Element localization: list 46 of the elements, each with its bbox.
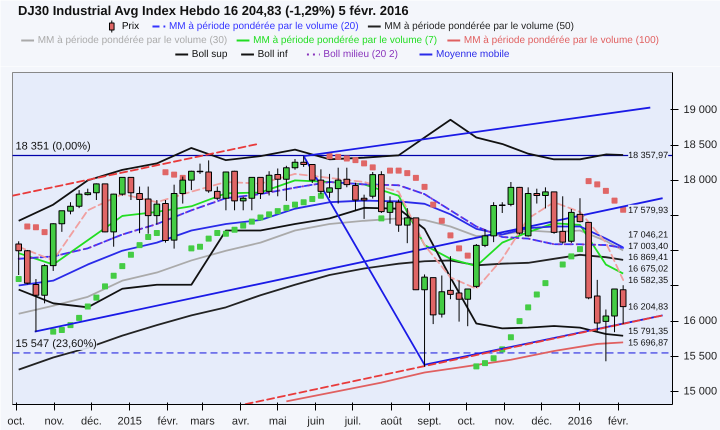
- x-tick-label: févr.: [608, 416, 629, 428]
- x-tick-label: oct.: [458, 416, 476, 428]
- data-label: 16 582,35: [628, 275, 668, 286]
- x-tick-label: déc.: [81, 416, 102, 428]
- x-tick-label: 2015: [117, 416, 142, 428]
- x-tick-label: 2016: [568, 416, 592, 428]
- legend-label: MM à période pondérée par le volume (20): [168, 21, 359, 32]
- data-label: 17 579,93: [628, 204, 668, 215]
- y-tick-label: 19 000: [684, 104, 718, 116]
- legend-label: Boll sup: [192, 49, 228, 60]
- data-label: 17 046,21: [628, 229, 668, 240]
- y-tick-label: 18 500: [684, 139, 718, 152]
- data-label: 15 696,87: [628, 337, 668, 348]
- ref-line-label: 18 351 (0,00%): [16, 140, 91, 153]
- legend-label: Boll inf: [258, 49, 288, 60]
- y-tick-label: 15 500: [684, 350, 718, 362]
- x-tick-label: févr.: [158, 416, 178, 428]
- chart-title: DJ30 Industrial Avg Index Hebdo 16 204,83 (-1,29%) 5 févr. 2016: [18, 3, 409, 18]
- legend-label: Prix: [122, 21, 140, 32]
- x-tick-label: déc.: [531, 416, 552, 428]
- x-tick-label: juin: [306, 416, 325, 428]
- data-label: 16 675,02: [628, 264, 668, 274]
- x-tick-label: août: [380, 416, 402, 428]
- y-tick-label: 18 000: [684, 174, 718, 186]
- y-tick-label: 16 000: [684, 315, 718, 328]
- legend-label: MM à période pondérée par le volume (30): [38, 35, 228, 46]
- legend-label: Moyenne mobile: [436, 49, 510, 60]
- legend-label: MM à période pondérée par le volume (100): [464, 35, 659, 46]
- y-tick-label: 15 000: [684, 385, 718, 398]
- data-label: 17 003,40: [628, 240, 668, 251]
- x-tick-label: sept.: [418, 416, 442, 428]
- legend-label: Boll milieu (20 2): [323, 49, 398, 60]
- data-label: 15 791,35: [628, 326, 668, 336]
- x-tick-label: mars: [190, 416, 216, 428]
- x-tick-label: avr.: [232, 416, 250, 428]
- x-tick-label: mai: [268, 416, 287, 428]
- ref-line-label: 15 547 (23,60%): [16, 338, 97, 350]
- data-label: 16 869,41: [628, 252, 668, 262]
- x-tick-label: oct.: [7, 416, 26, 428]
- legend-label: MM à période pondérée par le volume (50): [384, 21, 574, 32]
- legend-label: MM à période pondérée par le volume (7): [253, 35, 438, 46]
- x-tick-label: nov.: [44, 416, 64, 428]
- text: 16 204,83: [628, 302, 668, 312]
- data-label: 18 357,97: [628, 150, 668, 160]
- x-tick-label: nov.: [494, 416, 515, 428]
- x-tick-label: juil.: [344, 416, 362, 428]
